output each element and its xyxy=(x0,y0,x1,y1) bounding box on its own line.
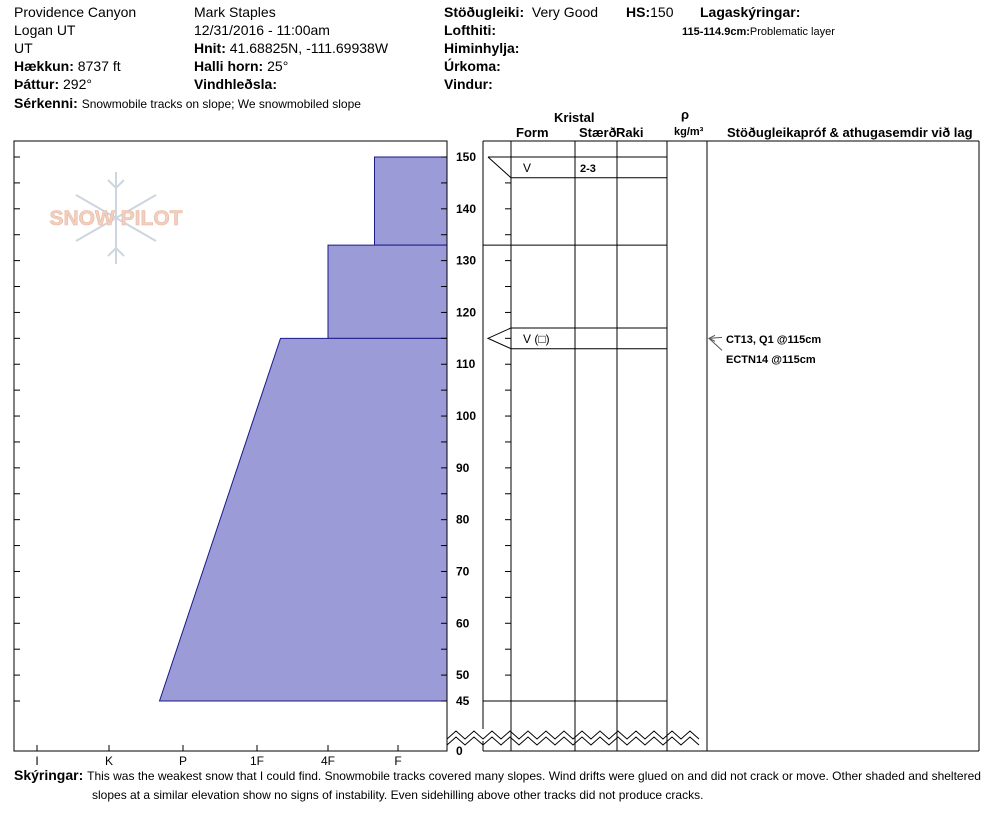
precip-label: Úrkoma: xyxy=(444,58,501,74)
slope-angle: Halli horn: 25° xyxy=(194,58,288,74)
layer-connector xyxy=(487,156,512,179)
height-label: 130 xyxy=(456,254,476,268)
slope-value: 25° xyxy=(267,58,289,74)
form-header: Form xyxy=(516,125,549,140)
elevation-label: Hækkun: xyxy=(14,58,74,74)
hardness-label: I xyxy=(35,754,38,768)
hardness-axis: I K P 1F 4F F xyxy=(35,745,402,768)
height-axis: 150 140 130 120 110 100 90 80 70 60 50 45 0 xyxy=(14,150,511,758)
aspect-value: 292° xyxy=(63,76,92,92)
moisture-header: Raki xyxy=(616,125,644,140)
crystal-header: Kristal xyxy=(554,110,595,125)
height-label: 110 xyxy=(456,357,476,371)
coords-label: Hnit: xyxy=(194,40,226,56)
hardness-label: 4F xyxy=(321,754,335,768)
test-arrowhead xyxy=(707,334,716,342)
slope-label: Halli horn: xyxy=(194,58,264,74)
wind-label: Vindur: xyxy=(444,76,493,92)
notes-label: Skýringar: xyxy=(14,767,84,783)
layer-form-2: V (□) xyxy=(523,332,550,346)
stability-label: Stöðugleiki: xyxy=(444,4,525,20)
elevation: Hækkun: 8737 ft xyxy=(14,58,121,74)
layer-form-1: V xyxy=(523,161,532,175)
hardness-label: 1F xyxy=(250,754,264,768)
hardness-label: F xyxy=(394,754,401,768)
layer-grid xyxy=(446,140,980,752)
elevation-value: 8737 ft xyxy=(77,58,121,74)
rho-header: ρ xyxy=(681,107,690,122)
hardness-layer-2 xyxy=(327,244,448,339)
layer-connector xyxy=(486,327,512,350)
hs-label: HS: xyxy=(626,4,651,20)
aspect-label: Þáttur: xyxy=(14,76,60,92)
observer: Mark Staples xyxy=(194,4,276,20)
density-unit-header: kg/m³ xyxy=(674,126,704,138)
height-label: 45 xyxy=(456,694,470,708)
layer-notes-label: Lagaskýringar: xyxy=(700,4,801,20)
features-label: Sérkenni: xyxy=(14,95,78,111)
logo-text: SNOW PILOT xyxy=(50,207,183,230)
height-label: 150 xyxy=(456,150,476,164)
test-comment-2: ECTN14 @115cm xyxy=(726,354,816,366)
region: Logan UT xyxy=(14,22,76,38)
layer-note-value: Problematic layer xyxy=(749,26,835,38)
hardness-label: P xyxy=(179,754,187,768)
height-label: 50 xyxy=(456,668,470,682)
layer-note-range: 115-114.9cm: xyxy=(682,26,750,38)
height-label: 120 xyxy=(456,305,476,319)
sky-label: Himinhylja: xyxy=(444,40,520,56)
snow-depth: HS:150 xyxy=(626,4,673,20)
hs-value: 150 xyxy=(650,4,674,20)
coords-value: 41.68825N, -111.69938W xyxy=(229,40,389,56)
datetime: 12/31/2016 - 11:00am xyxy=(194,22,330,38)
height-label: 60 xyxy=(456,616,470,630)
size-header: Stærð xyxy=(579,125,617,140)
height-label: 80 xyxy=(456,513,470,527)
hardness-profile xyxy=(158,156,448,702)
test-arrow xyxy=(708,337,723,351)
test-arrow xyxy=(708,336,723,339)
notes-text-2: slopes at a similar elevation show no si… xyxy=(92,788,704,802)
aspect: Þáttur: 292° xyxy=(14,76,92,92)
stability-value: Very Good xyxy=(531,4,599,20)
notes-text-1: This was the weakest snow that I could f… xyxy=(87,769,981,783)
test-comment-1: CT13, Q1 @115cm xyxy=(726,334,822,346)
layer-size-1: 2-3 xyxy=(580,163,596,175)
snowpilot-logo: SNOW PILOT xyxy=(49,172,183,264)
height-label: 0 xyxy=(456,744,463,758)
state: UT xyxy=(14,40,33,56)
features: Sérkenni: Snowmobile tracks on slope; We… xyxy=(14,95,361,112)
air-temp-label: Lofthiti: xyxy=(444,22,497,38)
hardness-layer-1 xyxy=(374,156,448,246)
hardness-label: K xyxy=(105,754,113,768)
axis-break xyxy=(446,730,700,740)
coords: Hnit: 41.68825N, -111.69938W xyxy=(194,40,388,56)
tests-header: Stöðugleikapróf & athugasemdir við lag xyxy=(727,125,973,140)
height-label: 140 xyxy=(456,202,476,216)
notes-line-1: Skýringar: This was the weakest snow tha… xyxy=(14,767,981,784)
location: Providence Canyon xyxy=(14,4,137,20)
height-label: 70 xyxy=(456,564,470,578)
hardness-layer-3 xyxy=(158,337,448,702)
wind-loading-label: Vindhleðsla: xyxy=(194,76,277,92)
layer-note: 115-114.9cm:Problematic layer xyxy=(682,24,835,40)
axis-break xyxy=(446,736,700,746)
stability: Stöðugleiki: Very Good xyxy=(444,4,598,20)
height-label: 100 xyxy=(456,409,476,423)
height-label: 90 xyxy=(456,461,470,475)
features-value: Snowmobile tracks on slope; We snowmobil… xyxy=(81,97,361,111)
hardness-plot-frame xyxy=(13,140,448,752)
